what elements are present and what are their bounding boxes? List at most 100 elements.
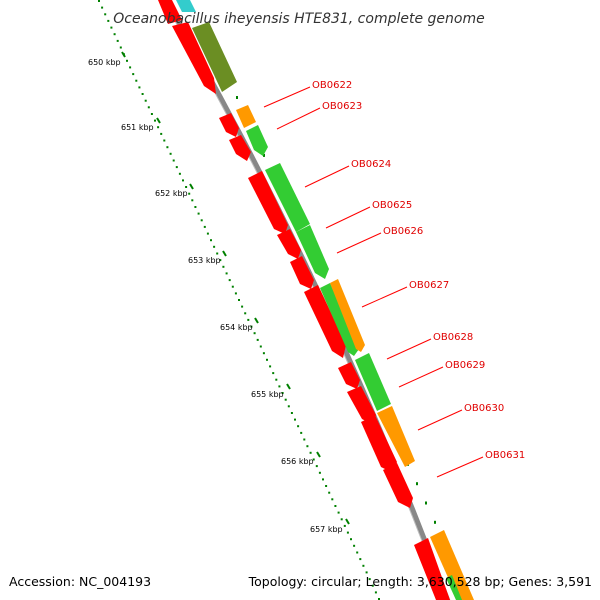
- scale-dot: [132, 73, 134, 75]
- feature-red-ob0628: [338, 362, 360, 389]
- scale-dot: [129, 66, 131, 68]
- scale-dot: [198, 213, 200, 215]
- scale-dot: [362, 565, 364, 567]
- scale-dot: [334, 505, 336, 507]
- scale-dot: [266, 359, 268, 361]
- scale-dot: [310, 452, 312, 454]
- scale-dot: [247, 319, 249, 321]
- gene-label: OB0630: [464, 403, 504, 414]
- scale-dot: [278, 385, 280, 387]
- scale-label: 656 kbp: [281, 457, 314, 466]
- feature-red-ob0623: [229, 135, 251, 161]
- scale-dot: [275, 379, 277, 381]
- scale-tick: [346, 519, 349, 524]
- scale-dot: [416, 482, 418, 485]
- scale-dot: [182, 179, 184, 181]
- scale-dot: [179, 173, 181, 175]
- scale-tick: [317, 452, 320, 457]
- scale-dot: [236, 96, 238, 99]
- scale-dot: [204, 226, 206, 228]
- gene-label: OB0624: [351, 159, 391, 170]
- scale-dot: [328, 492, 330, 494]
- scale-dot: [285, 399, 287, 401]
- scale-dot: [263, 352, 265, 354]
- gene-labels: OB0622 OB0623 OB0624 OB0625 OB0626 OB062…: [312, 80, 525, 461]
- scale-dot: [201, 219, 203, 221]
- scale-dot: [138, 86, 140, 88]
- scale-dot: [244, 312, 246, 314]
- scale-dot: [148, 106, 150, 108]
- scale-dot: [331, 498, 333, 500]
- scale-dot: [257, 339, 259, 341]
- scale-dot: [160, 133, 162, 135]
- scale-dot: [157, 126, 159, 128]
- scale-dot: [98, 0, 100, 2]
- scale-dot: [303, 439, 305, 441]
- scale-dot: [185, 186, 187, 188]
- scale-dot: [117, 40, 119, 42]
- scale-dot: [341, 518, 343, 520]
- scale-dot: [173, 160, 175, 162]
- scale-dot: [344, 525, 346, 527]
- genome-backbone-highlight: [157, 0, 452, 600]
- scale-dot: [238, 299, 240, 301]
- scale-dot: [356, 552, 358, 554]
- scale-dot: [288, 405, 290, 407]
- scale-dot: [232, 286, 234, 288]
- scale-tick: [287, 384, 290, 389]
- scale-dot: [269, 365, 271, 367]
- gene-label: OB0629: [445, 360, 485, 371]
- scale-dot: [375, 591, 377, 593]
- scale-label: 652 kbp: [155, 189, 188, 198]
- scale-dot: [226, 272, 228, 274]
- scale-dot: [176, 166, 178, 168]
- scale-dot: [254, 332, 256, 334]
- scale-dot: [154, 120, 156, 122]
- scale-dot: [110, 27, 112, 29]
- scale-dot: [222, 266, 224, 268]
- feature-red-ob0631: [383, 463, 413, 508]
- scale-dot: [163, 140, 165, 142]
- scale-dot: [359, 558, 361, 560]
- scale-dot: [107, 20, 109, 22]
- scale-dot: [300, 432, 302, 434]
- scale-labels: 650 kbp 651 kbp 652 kbp 653 kbp 654 kbp …: [88, 58, 343, 534]
- scale-tick: [223, 251, 226, 256]
- scale-dot: [291, 412, 293, 414]
- scale-dot: [322, 478, 324, 480]
- scale-dot: [434, 521, 436, 524]
- scale-label: 651 kbp: [121, 123, 154, 132]
- scale-dot: [325, 485, 327, 487]
- scale-dot: [126, 60, 128, 62]
- scale-dot: [338, 512, 340, 514]
- scale-label: 654 kbp: [220, 323, 253, 332]
- scale-dot: [306, 445, 308, 447]
- scale-label: 657 kbp: [310, 525, 343, 534]
- scale-label: 655 kbp: [251, 390, 284, 399]
- scale-dot: [207, 233, 209, 235]
- scale-dot: [213, 246, 215, 248]
- scale-dot: [425, 502, 427, 505]
- scale-dot: [166, 146, 168, 148]
- genome-backbone: [160, 0, 455, 600]
- genome-map: OB0622 OB0623 OB0624 OB0625 OB0626 OB062…: [0, 0, 600, 600]
- scale-tick: [122, 52, 125, 57]
- scale-dot: [135, 80, 137, 82]
- scale-tick: [255, 318, 258, 323]
- scale-label: 653 kbp: [188, 256, 221, 265]
- scale-dot: [188, 193, 190, 195]
- scale-label: 650 kbp: [88, 58, 121, 67]
- scale-dot: [114, 33, 116, 35]
- gene-label: OB0623: [322, 101, 362, 112]
- scale-dot: [347, 532, 349, 534]
- scale-dot: [142, 93, 144, 95]
- scale-dot: [170, 153, 172, 155]
- scale-dot: [294, 419, 296, 421]
- scale-dot: [272, 372, 274, 374]
- scale-dot: [241, 306, 243, 308]
- scale-tick: [190, 184, 193, 189]
- scale-dot: [353, 545, 355, 547]
- scale-dot: [210, 239, 212, 241]
- scale-dot: [350, 538, 352, 540]
- scale-dot: [145, 100, 147, 102]
